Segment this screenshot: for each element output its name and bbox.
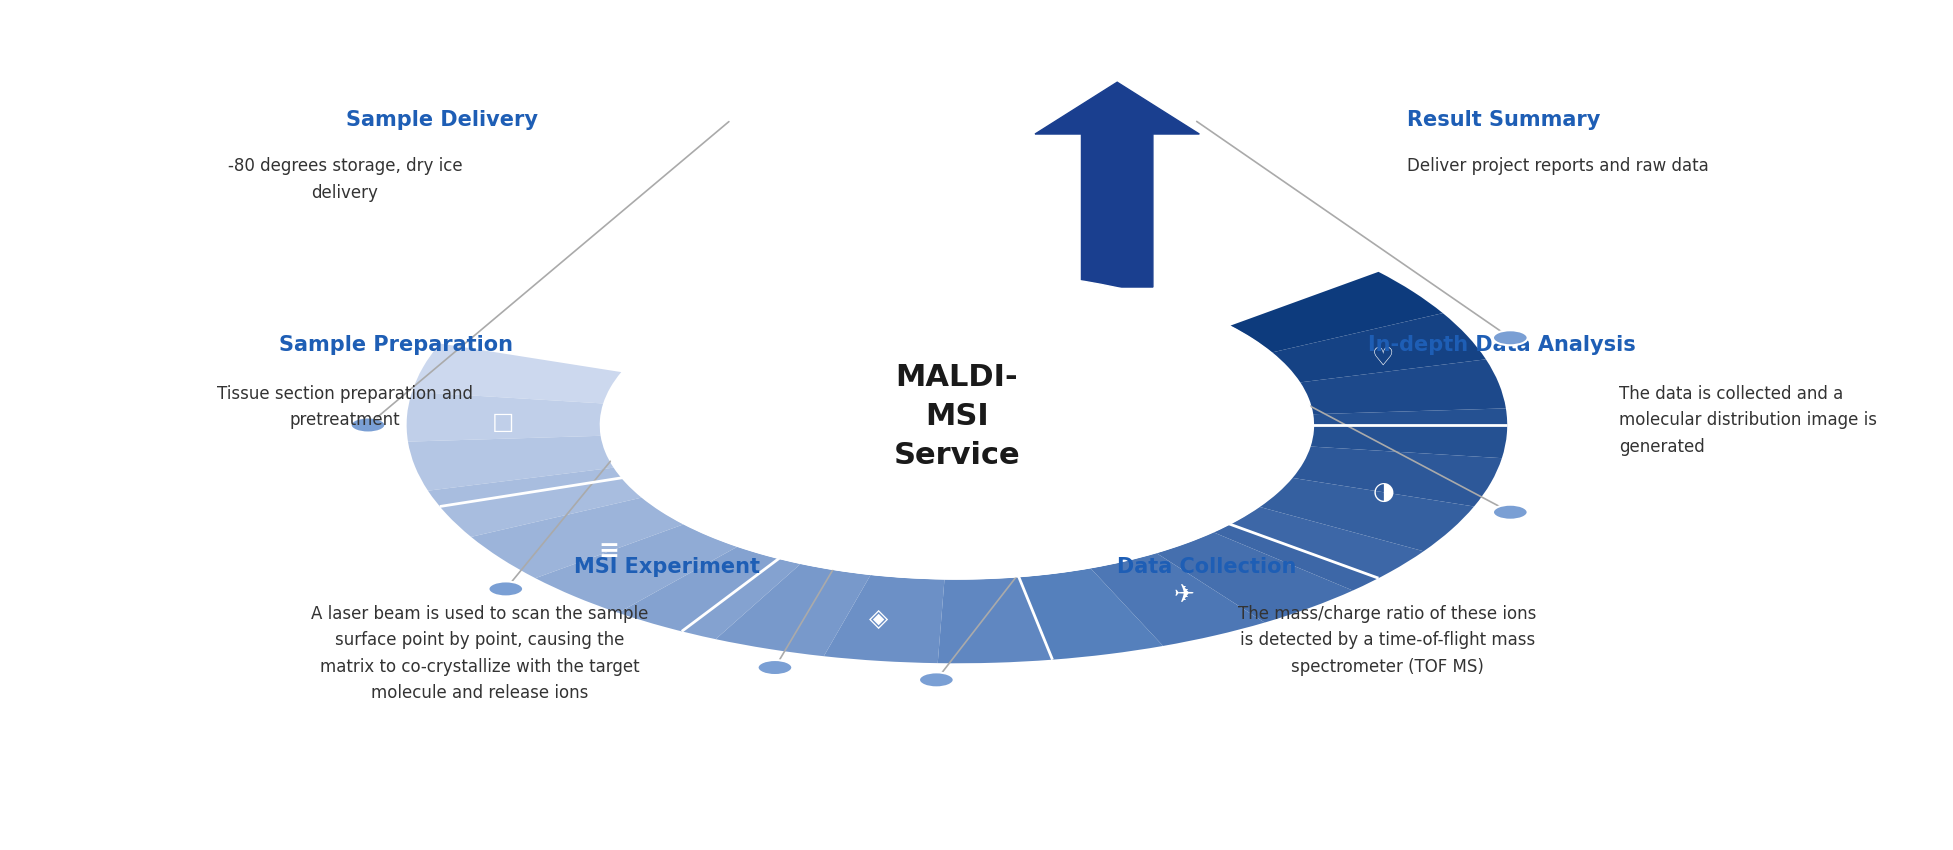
Wedge shape (428, 468, 641, 537)
Wedge shape (937, 577, 1053, 663)
Text: Sample Preparation: Sample Preparation (279, 335, 514, 354)
Text: ♡: ♡ (1373, 346, 1394, 370)
Wedge shape (1293, 446, 1502, 507)
Circle shape (603, 272, 1310, 578)
Text: The mass/charge ratio of these ions
is detected by a time-of-flight mass
spectro: The mass/charge ratio of these ions is d… (1238, 604, 1537, 676)
Wedge shape (1230, 272, 1443, 353)
Text: Tissue section preparation and
pretreatment: Tissue section preparation and pretreatm… (217, 385, 473, 429)
Text: ◑: ◑ (1373, 480, 1394, 504)
FancyArrow shape (1035, 82, 1199, 287)
Wedge shape (1090, 553, 1266, 646)
Text: Result Summary: Result Summary (1406, 110, 1600, 130)
Text: Deliver project reports and raw data: Deliver project reports and raw data (1406, 157, 1709, 175)
Wedge shape (1260, 478, 1475, 552)
Wedge shape (1156, 532, 1353, 622)
Wedge shape (1271, 313, 1486, 382)
Wedge shape (1301, 360, 1506, 414)
Text: ◈: ◈ (869, 607, 889, 631)
Text: Data Collection: Data Collection (1117, 557, 1297, 577)
Wedge shape (824, 575, 945, 663)
Circle shape (758, 660, 793, 675)
Circle shape (352, 417, 385, 433)
Text: Sample Delivery: Sample Delivery (346, 110, 537, 130)
Text: MALDI-
MSI
Service: MALDI- MSI Service (894, 363, 1019, 471)
Circle shape (488, 581, 523, 597)
Circle shape (1492, 331, 1527, 345)
Wedge shape (406, 392, 603, 442)
Circle shape (1492, 505, 1527, 519)
Text: In-depth Data Analysis: In-depth Data Analysis (1369, 335, 1637, 354)
Wedge shape (1215, 507, 1424, 591)
Wedge shape (471, 497, 684, 578)
Text: The data is collected and a
molecular distribution image is
generated: The data is collected and a molecular di… (1619, 385, 1877, 456)
Text: ☐: ☐ (492, 413, 514, 437)
Text: MSI Experiment: MSI Experiment (574, 557, 760, 577)
Wedge shape (619, 547, 801, 639)
Circle shape (920, 672, 953, 688)
Wedge shape (408, 436, 613, 490)
Text: A laser beam is used to scan the sample
surface point by point, causing the
matr: A laser beam is used to scan the sample … (311, 604, 648, 702)
Text: ≡: ≡ (600, 539, 619, 564)
Text: ✈: ✈ (1174, 583, 1195, 607)
Text: -80 degrees storage, dry ice
delivery: -80 degrees storage, dry ice delivery (229, 157, 463, 201)
Wedge shape (1310, 408, 1508, 458)
Wedge shape (1019, 569, 1164, 660)
Circle shape (602, 271, 1312, 579)
Wedge shape (412, 343, 621, 404)
Wedge shape (535, 524, 736, 613)
Wedge shape (715, 564, 871, 656)
